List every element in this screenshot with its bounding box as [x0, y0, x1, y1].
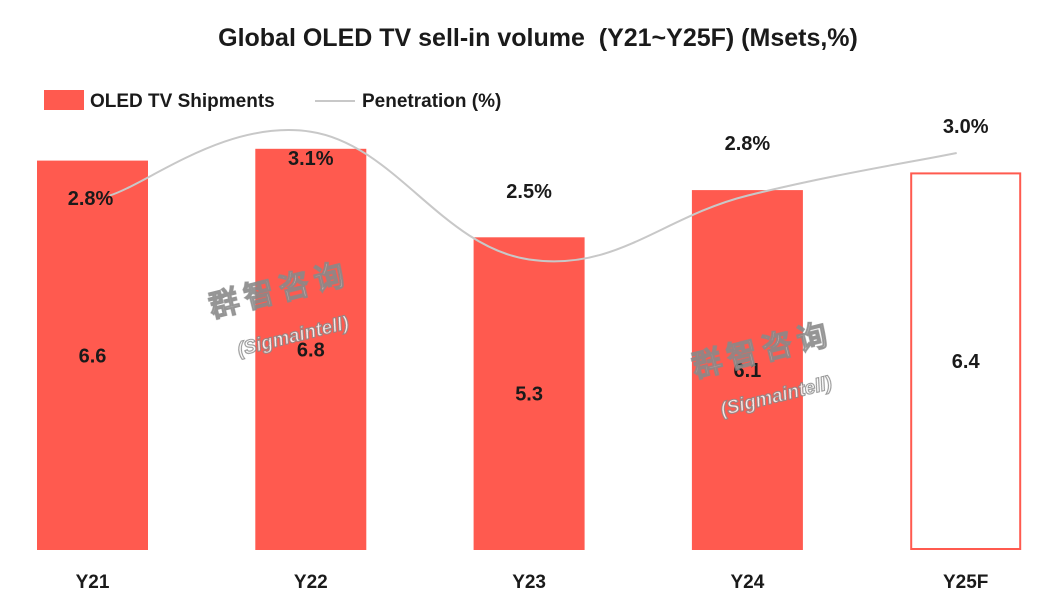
- bar-value-label: 6.8: [297, 339, 325, 361]
- legend: OLED TV Shipments Penetration (%): [44, 90, 501, 112]
- bar-y22: [255, 148, 367, 551]
- penetration-label: 2.8%: [725, 133, 771, 155]
- legend-swatch-shipments: [44, 90, 84, 110]
- penetration-line: [109, 129, 957, 263]
- legend-label-shipments: OLED TV Shipments: [90, 91, 275, 112]
- legend-label-penetration: Penetration (%): [362, 91, 501, 112]
- penetration-label: 3.0%: [943, 116, 989, 138]
- x-tick-label: Y23: [512, 572, 546, 593]
- bar-y24: [691, 190, 803, 550]
- bar-y23: [473, 237, 585, 551]
- x-tick-label: Y22: [294, 572, 328, 593]
- penetration-label: 3.1%: [288, 148, 334, 170]
- penetration-label: 2.5%: [506, 181, 552, 203]
- bar-y25f: [910, 172, 1022, 550]
- x-tick-label: Y24: [730, 572, 764, 593]
- bar-value-label: 5.3: [515, 384, 543, 406]
- bar-y21: [37, 160, 148, 550]
- x-tick-label: Y21: [76, 572, 110, 593]
- bar-series: [37, 148, 1022, 551]
- chart-title: Global OLED TV sell-in volume (Y21~Y25F)…: [218, 24, 858, 52]
- x-axis-ticks: Y21 Y22 Y23 Y24 Y25F: [76, 572, 989, 593]
- penetration-line-series: [109, 129, 957, 263]
- penetration-label: 2.8%: [68, 188, 114, 210]
- bar-value-label: 6.6: [79, 345, 107, 367]
- data-labels: 6.6 6.8 5.3 6.1 6.4 2.8% 3.1% 2.5% 2.8% 3.0%: [68, 116, 989, 406]
- bar-value-label: 6.1: [733, 360, 761, 382]
- bar-value-label: 6.4: [952, 351, 981, 373]
- x-tick-label: Y25F: [943, 572, 988, 593]
